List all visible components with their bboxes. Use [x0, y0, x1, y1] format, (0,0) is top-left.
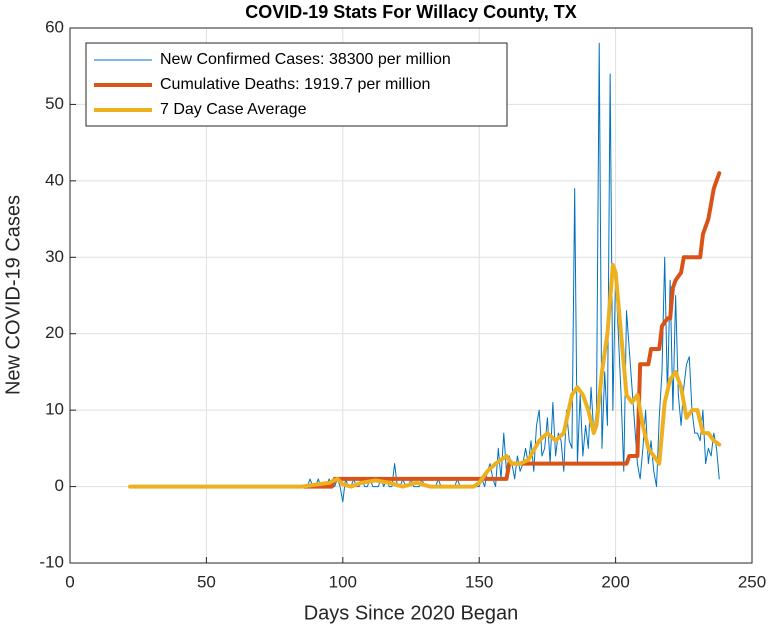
x-tick-label: 200	[601, 572, 629, 591]
axes-box	[69, 27, 753, 564]
lines	[128, 42, 722, 503]
chart-title: COVID-19 Stats For Willacy County, TX	[245, 2, 577, 22]
legend: New Confirmed Cases: 38300 per million Cu…	[94, 51, 451, 118]
y-axis-label: New COVID-19 Cases	[2, 195, 24, 395]
y-tick-label: 20	[45, 323, 64, 342]
legend-label: Cumulative Deaths: 1919.7 per million	[160, 76, 430, 93]
legend-label: New Confirmed Cases: 38300 per million	[160, 51, 451, 68]
x-tick-label: 100	[329, 572, 357, 591]
x-tick-label: 150	[465, 572, 493, 591]
x-tick-label: 50	[197, 572, 216, 591]
legend-box	[85, 42, 508, 127]
x-tick-label: 0	[65, 572, 74, 591]
y-tick-label: 40	[45, 170, 64, 189]
series-line	[302, 171, 722, 489]
y-tick-label: -10	[39, 552, 64, 571]
legend-label: 7 Day Case Average	[160, 101, 307, 118]
x-axis-label: Days Since 2020 Began	[304, 602, 519, 624]
x-tick-label: 250	[738, 572, 766, 591]
y-tick-label: 60	[45, 17, 64, 36]
y-tick-label: 10	[45, 400, 64, 419]
y-tick-label: 0	[55, 476, 64, 495]
series-line	[128, 262, 722, 489]
y-tick-label: 30	[45, 247, 64, 266]
y-tick-label: 50	[45, 94, 64, 113]
